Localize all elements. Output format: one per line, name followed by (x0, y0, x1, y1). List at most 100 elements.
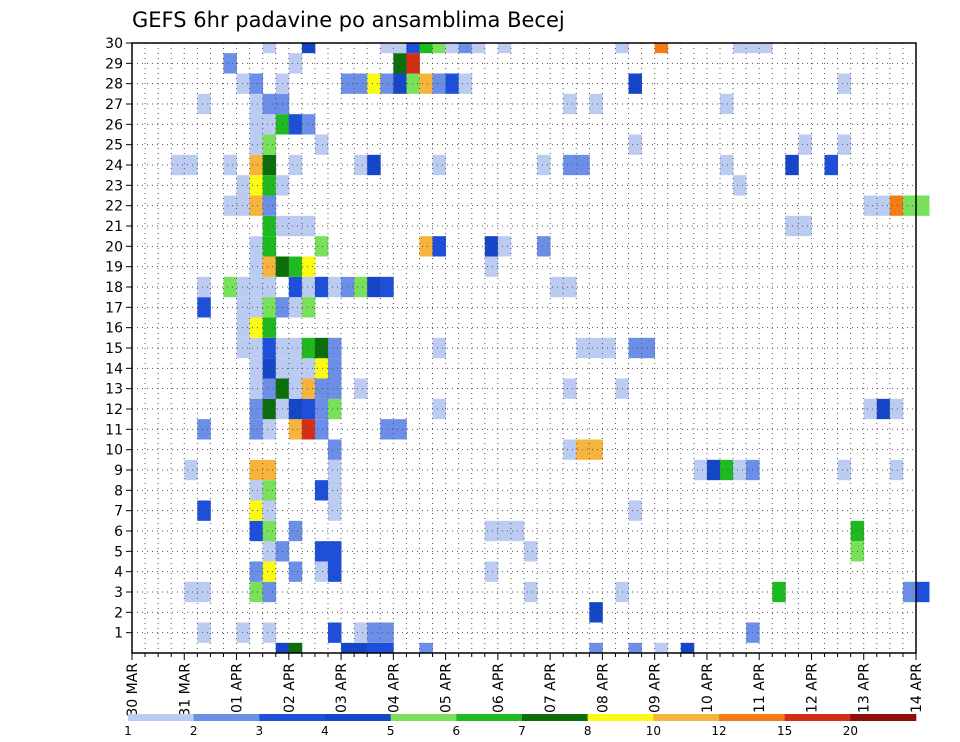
colorbar-tick-label: 6 (453, 724, 461, 738)
heatmap-cell (262, 297, 277, 318)
heatmap-cell (184, 154, 198, 176)
heatmap-cell (380, 642, 394, 653)
colorbar-swatch (456, 714, 523, 721)
heatmap-cell (863, 195, 878, 216)
x-tick-label: 02 APR (282, 663, 298, 713)
heatmap-cell (419, 642, 433, 653)
y-tick-label: 24 (105, 158, 123, 174)
heatmap-cell (197, 419, 211, 440)
heatmap-cell (197, 622, 211, 643)
y-tick-label: 13 (105, 382, 123, 398)
heatmap-cell (249, 175, 264, 196)
heatmap-cell (301, 114, 316, 135)
y-tick-label: 26 (105, 117, 123, 133)
heatmap-cell (301, 358, 316, 379)
heatmap-cell (328, 398, 342, 420)
heatmap-cell (236, 73, 250, 94)
colorbar-swatch (259, 714, 326, 721)
heatmap-cell (262, 154, 277, 176)
heatmap-cell (654, 43, 669, 54)
heatmap-cell (589, 337, 603, 359)
x-tick-label: 12 APR (804, 663, 820, 713)
y-tick-label: 15 (105, 341, 123, 357)
heatmap-cell (184, 459, 198, 481)
heatmap-cell (406, 53, 420, 74)
heatmap-cell (314, 276, 329, 298)
heatmap-cell (301, 43, 316, 54)
heatmap-cell (654, 642, 669, 653)
heatmap-cell (184, 581, 198, 603)
heatmap-cell (445, 43, 460, 54)
heatmap-cell (524, 541, 538, 562)
heatmap-cell (288, 561, 303, 582)
heatmap-cell (249, 337, 264, 359)
heatmap-cell (262, 337, 277, 359)
heatmap-cell (223, 53, 237, 74)
heatmap-cell (288, 276, 303, 298)
heatmap-cell (537, 154, 551, 176)
y-tick-label: 12 (105, 402, 123, 418)
colorbar-tick-label: 20 (843, 724, 858, 738)
heatmap-cell (249, 317, 264, 338)
heatmap-cell (563, 276, 577, 298)
heatmap-cell (314, 541, 329, 562)
heatmap-cell (824, 154, 838, 176)
heatmap-cell (262, 459, 277, 481)
heatmap-cell (733, 175, 747, 196)
heatmap-cell (288, 53, 303, 74)
heatmap-cell (314, 236, 329, 257)
heatmap-cell (262, 256, 277, 277)
heatmap-cell (354, 154, 368, 176)
heatmap-cell (249, 480, 264, 501)
heatmap-cell (314, 419, 329, 440)
heatmap-cell (249, 297, 264, 318)
heatmap-cell (314, 561, 329, 582)
heatmap-cell (354, 276, 368, 298)
heatmap-cell (223, 276, 237, 298)
heatmap-cell (262, 358, 277, 379)
colorbar-tick-label: 8 (584, 724, 592, 738)
heatmap-cell (367, 73, 381, 94)
heatmap-cell (262, 114, 277, 135)
colorbar-swatch (587, 714, 654, 721)
x-tick-label: 01 APR (230, 663, 246, 713)
y-tick-label: 28 (105, 77, 123, 93)
heatmap-cell (393, 53, 407, 74)
heatmap-cell (432, 154, 446, 176)
heatmap-cell (628, 134, 642, 155)
heatmap-cell (772, 581, 786, 603)
heatmap-cell (720, 93, 734, 115)
heatmap-cell (275, 642, 290, 653)
heatmap-cell (197, 297, 211, 318)
colorbar-tick-label: 12 (711, 724, 726, 738)
heatmap-cell (262, 317, 277, 338)
heatmap-cell (328, 459, 342, 481)
y-tick-label: 11 (105, 422, 123, 438)
colorbar-tick-label: 2 (190, 724, 198, 738)
heatmap-cell (432, 73, 446, 94)
heatmap-cell (367, 642, 381, 653)
heatmap-cell (733, 459, 747, 481)
heatmap-cell (262, 398, 277, 420)
y-tick-label: 14 (105, 361, 123, 377)
heatmap-cell (301, 215, 316, 237)
x-tick-label: 31 MAR (177, 663, 193, 717)
heatmap-cell (902, 581, 917, 603)
heatmap-cell (393, 419, 407, 440)
heatmap-cell (733, 43, 747, 54)
heatmap-cell (262, 195, 277, 216)
heatmap-cell (563, 378, 577, 399)
heatmap-cell (314, 480, 329, 501)
heatmap-cell (262, 622, 277, 643)
heatmap-cell (301, 419, 316, 440)
heatmap-cell (328, 276, 342, 298)
heatmap-cell (249, 134, 264, 155)
y-tick-label: 1 (114, 626, 123, 642)
heatmap-cell (314, 337, 329, 359)
heatmap-cell (484, 520, 499, 542)
heatmap-cell (236, 297, 250, 318)
heatmap-cell (628, 73, 642, 94)
heatmap-cell (301, 276, 316, 298)
colorbar: 1 2 3 4 5 6 7 8 10 12 15 20 (124, 714, 917, 738)
